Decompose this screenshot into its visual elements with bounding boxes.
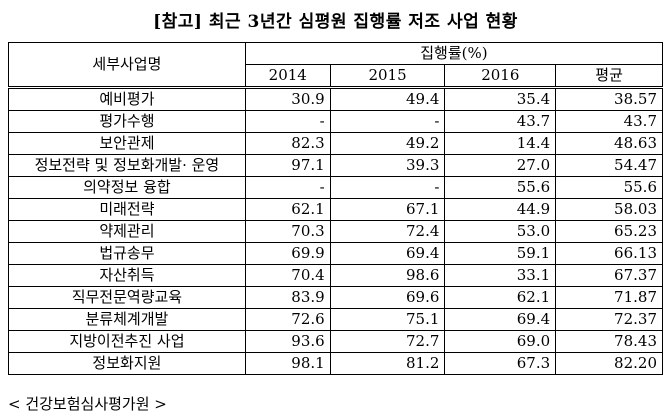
cell: 53.0: [444, 220, 557, 243]
table-row: 약제관리 70.3 72.4 53.0 65.23: [8, 220, 663, 243]
column-header: 평균: [555, 64, 663, 89]
cell: 49.4: [329, 87, 446, 111]
cell: 72.6: [244, 308, 331, 331]
cell: 69.9: [244, 242, 331, 265]
cell: 58.03: [555, 198, 663, 221]
cell: 66.13: [555, 242, 663, 265]
cell: 65.23: [555, 220, 663, 243]
cell: 55.6: [444, 176, 557, 199]
cell: 43.7: [555, 110, 663, 133]
cell: 62.1: [444, 286, 557, 309]
cell: 71.87: [555, 286, 663, 309]
row-name: 자산취득: [8, 264, 246, 287]
cell: -: [329, 176, 446, 199]
header-row: 2014 2015 2016 평균: [9, 64, 663, 89]
cell: 97.1: [244, 154, 331, 177]
row-name: 정보전략 및 정보화개발· 운영: [8, 154, 246, 177]
cell: 98.6: [329, 264, 446, 287]
row-name: 분류체계개발: [8, 308, 246, 331]
group-header: 집행률(%): [244, 42, 664, 65]
cell: 82.3: [244, 132, 331, 155]
row-name: 약제관리: [8, 220, 246, 243]
name-header: 세부사업명: [8, 42, 246, 89]
header-row: 세부사업명 집행률(%): [8, 42, 664, 89]
table-row: 보안관제 82.3 49.2 14.4 48.63: [8, 132, 663, 155]
footer: < 건강보험심사평가원 >: [8, 395, 167, 413]
row-name: 의약정보 융합: [8, 176, 246, 199]
table-row: 의약정보 융합 - -55.6 55.6: [8, 176, 663, 199]
cell: -: [329, 110, 446, 133]
cell: 44.9: [444, 198, 557, 221]
table-body: 예비평가 30.9 49.4 35.4 38.57 평가수행 - -43.7 43.7 보안관제 8…: [8, 87, 663, 375]
cell: 81.2: [329, 352, 446, 375]
cell: 72.7: [329, 330, 446, 353]
table-row: 정보화지원 98.1 81.2 67.3 82.20: [8, 352, 663, 375]
cell: 54.47: [555, 154, 663, 177]
row-name: 보안관제: [8, 132, 246, 155]
cell: 27.0: [444, 154, 557, 177]
table-row: 평가수행 - -43.7 43.7: [8, 110, 663, 133]
table-row: 직무전문역량교육 83.9 69.6 62.1 71.87: [8, 286, 663, 309]
cell: -: [244, 176, 331, 199]
cell: 55.6: [555, 176, 663, 199]
table-row: 자산취득 70.4 98.6 33.1 67.37: [8, 264, 663, 287]
table-row: 정보전략 및 정보화개발· 운영 97.1 39.3 27.0 54.47: [8, 154, 663, 177]
cell: 14.4: [444, 132, 557, 155]
table-row: 지방이전추진 사업 93.6 72.7 69.0 78.43: [8, 330, 663, 353]
cell: 62.1: [244, 198, 331, 221]
row-name: 법규송무: [8, 242, 246, 265]
row-name: 예비평가: [8, 87, 246, 111]
cell: 67.3: [444, 352, 557, 375]
row-name: 미래전략: [8, 198, 246, 221]
cell: 75.1: [329, 308, 446, 331]
cell: 70.3: [244, 220, 331, 243]
cell: 48.63: [555, 132, 663, 155]
cell: 83.9: [244, 286, 331, 309]
cell: 33.1: [444, 264, 557, 287]
cell: 49.2: [329, 132, 446, 155]
cell: 93.6: [244, 330, 331, 353]
cell: 78.43: [555, 330, 663, 353]
column-header: 2015: [329, 64, 446, 89]
cell: 59.1: [444, 242, 557, 265]
cell: 39.3: [329, 154, 446, 177]
cell: 69.6: [329, 286, 446, 309]
table-head: 세부사업명 집행률(%) 2014 2015 2016 평균: [8, 42, 664, 89]
cell: -: [244, 110, 331, 133]
cell: 67.1: [329, 198, 446, 221]
row-name: 직무전문역량교육: [8, 286, 246, 309]
column-header: 2014: [244, 64, 331, 89]
cell: 69.0: [444, 330, 557, 353]
cell: 38.57: [555, 87, 663, 111]
cell: 72.37: [555, 308, 663, 331]
row-name: 평가수행: [8, 110, 246, 133]
cell: 70.4: [244, 264, 331, 287]
cell: 30.9: [244, 87, 331, 111]
cell: 43.7: [444, 110, 557, 133]
cell: 82.20: [555, 352, 663, 375]
cell: 35.4: [444, 87, 557, 111]
table: 세부사업명 집행률(%) 2014 2015 2016 평균 예비평가 30.9 49.4…: [8, 42, 664, 375]
cell: 98.1: [244, 352, 331, 375]
cell: 67.37: [555, 264, 663, 287]
table-row: 분류체계개발 72.6 75.1 69.4 72.37: [8, 308, 663, 331]
cell: 69.4: [329, 242, 446, 265]
cell: 72.4: [329, 220, 446, 243]
row-name: 정보화지원: [8, 352, 246, 375]
table-row: 예비평가 30.9 49.4 35.4 38.57: [8, 87, 663, 111]
cell: 69.4: [444, 308, 557, 331]
column-header: 2016: [444, 64, 557, 89]
table-row: 법규송무 69.9 69.4 59.1 66.13: [8, 242, 663, 265]
title: [참고] 최근 3년간 심평원 집행률 저조 사업 현황: [153, 12, 518, 32]
row-name: 지방이전추진 사업: [8, 330, 246, 353]
table-row: 미래전략 62.1 67.1 44.9 58.03: [8, 198, 663, 221]
